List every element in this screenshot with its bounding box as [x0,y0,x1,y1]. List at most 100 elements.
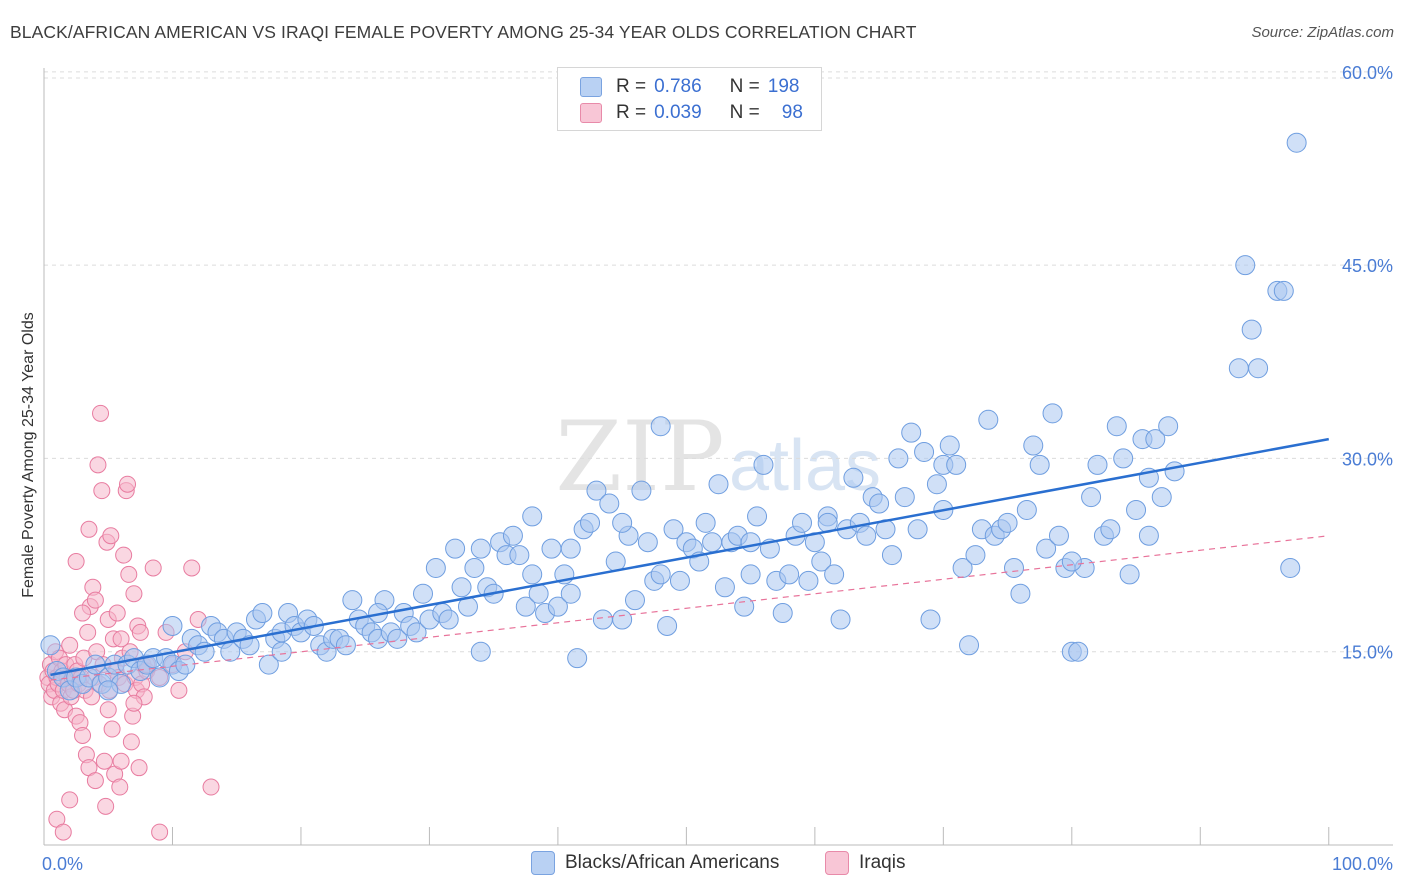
point-blacks [1036,538,1057,559]
point-blacks [1023,435,1044,456]
point-blacks [502,525,523,546]
point-blacks [1164,461,1185,482]
point-iraqis [115,546,133,564]
chart-title: BLACK/AFRICAN AMERICAN VS IRAQI FEMALE P… [10,22,917,42]
y-tick-label: 15.0% [1342,643,1393,663]
point-blacks [1087,454,1108,475]
point-iraqis [67,553,85,571]
point-blacks [509,545,530,566]
point-blacks [612,609,633,630]
point-blacks [541,538,562,559]
trend-lines [50,437,1329,681]
legend-n-value: 98 [781,102,803,123]
point-blacks [515,596,536,617]
point-blacks [451,577,472,598]
point-blacks [258,654,279,675]
point-blacks [470,641,491,662]
point-blacks [239,635,260,656]
point-blacks [413,583,434,604]
point-blacks [779,564,800,585]
point-blacks [965,545,986,566]
point-blacks [445,538,466,559]
x-tick-label: 100.0% [1332,854,1393,874]
point-blacks [657,615,678,636]
legend-item-blacks[interactable]: Blacks/African Americans [531,851,779,875]
point-blacks [843,467,864,488]
point-iraqis [103,720,121,738]
point-iraqis [80,520,98,538]
legend-r-value: 0.039 [654,102,702,123]
series-legend: Blacks/African Americans Iraqis [0,851,1406,879]
point-blacks [1003,557,1024,578]
point-blacks [464,557,485,578]
point-blacks [714,577,735,598]
point-iraqis [93,482,111,500]
point-iraqis [61,791,79,809]
point-blacks [881,545,902,566]
point-blacks [1248,358,1269,379]
point-blacks [1106,416,1127,437]
point-iraqis [125,585,143,603]
point-blacks [631,480,652,501]
point-blacks [1126,499,1147,520]
y-tick-label: 45.0% [1342,256,1393,276]
point-blacks [1016,499,1037,520]
point-iraqis [79,623,97,641]
point-blacks [522,564,543,585]
point-blacks [1151,487,1172,508]
point-blacks [740,564,761,585]
x-tick-label: 0.0% [42,854,83,874]
point-blacks [1061,551,1082,572]
point-blacks [663,519,684,540]
point-blacks [869,493,890,514]
point-blacks [824,564,845,585]
point-blacks [637,532,658,553]
point-blacks [907,519,928,540]
point-blacks [734,596,755,617]
point-blacks [342,590,363,611]
point-blacks [1029,454,1050,475]
point-iraqis [130,759,148,777]
point-blacks [856,525,877,546]
point-iraqis [74,726,92,744]
point-blacks [252,603,273,624]
point-blacks [830,609,851,630]
legend-r-label: R = [616,102,647,123]
legend-n-label: N = [729,76,760,97]
point-blacks [747,506,768,527]
legend-row-iraqis: R = 0.039 N = 98 [558,100,803,126]
point-iraqis [112,752,130,770]
point-blacks [592,609,613,630]
point-iraqis [83,688,101,706]
point-blacks [650,416,671,437]
watermark-atlas: atlas [729,426,881,506]
legend-r-value: 0.786 [654,76,702,97]
point-blacks [162,615,183,636]
point-blacks [522,506,543,527]
point-iraqis [183,559,201,577]
legend-swatch-blue [531,851,555,875]
point-iraqis [170,681,188,699]
point-blacks [547,596,568,617]
point-blacks [1145,429,1166,450]
point-iraqis [108,604,126,622]
legend-item-iraqis[interactable]: Iraqis [825,851,905,875]
point-blacks [624,590,645,611]
point-blacks [894,487,915,508]
point-blacks [560,583,581,604]
point-iraqis [111,778,129,796]
point-blacks [1100,519,1121,540]
point-iraqis [95,752,113,770]
point-blacks [792,512,813,533]
legend-r-label: R = [616,76,647,97]
point-iraqis [86,772,104,790]
point-iraqis [61,636,79,654]
point-iraqis [86,591,104,609]
point-blacks [901,422,922,443]
point-blacks [1042,403,1063,424]
point-blacks [1138,525,1159,546]
legend-swatch-blue [580,77,602,97]
point-blacks [740,532,761,553]
point-blacks [926,474,947,495]
